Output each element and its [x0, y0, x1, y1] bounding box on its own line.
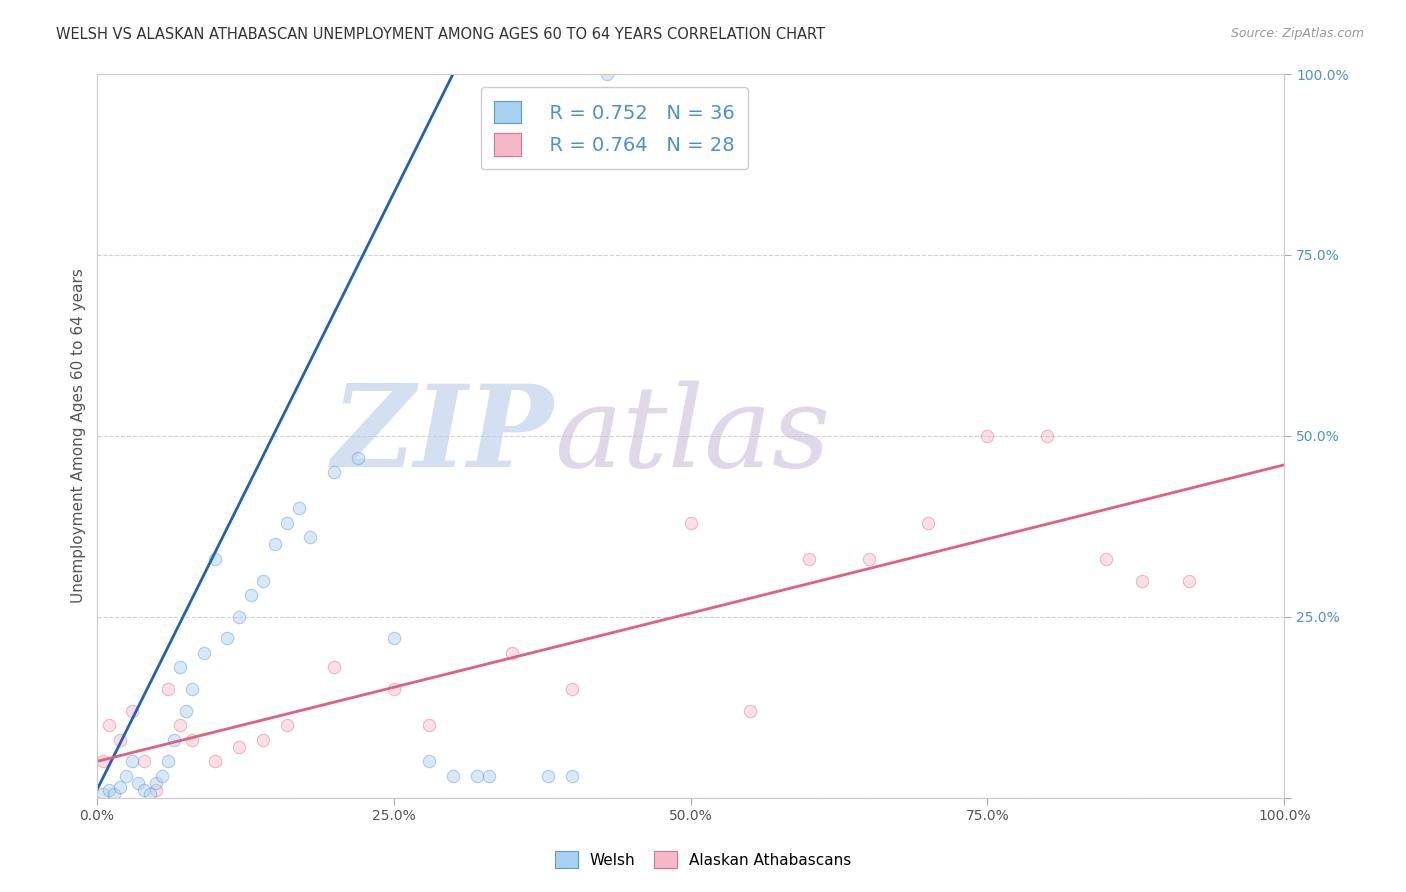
Legend:   R = 0.752   N = 36,   R = 0.764   N = 28: R = 0.752 N = 36, R = 0.764 N = 28 [481, 87, 748, 169]
Point [228, 739, 250, 754]
Point [169, 660, 191, 674]
Point [252, 732, 274, 747]
Point [858, 552, 880, 566]
Point [1095, 552, 1118, 566]
Point [97, 783, 120, 797]
Point [204, 755, 226, 769]
Point [799, 552, 821, 566]
Point [110, 732, 132, 747]
Point [276, 516, 298, 530]
Point [91, 755, 114, 769]
Point [134, 755, 156, 769]
Text: WELSH VS ALASKAN ATHABASCAN UNEMPLOYMENT AMONG AGES 60 TO 64 YEARS CORRELATION C: WELSH VS ALASKAN ATHABASCAN UNEMPLOYMENT… [56, 27, 825, 42]
Point [738, 704, 761, 718]
Point [127, 776, 149, 790]
Point [287, 501, 309, 516]
Point [382, 632, 405, 646]
Point [418, 718, 440, 732]
Point [1036, 429, 1059, 443]
Point [174, 704, 197, 718]
Point [561, 769, 583, 783]
Y-axis label: Unemployment Among Ages 60 to 64 years: Unemployment Among Ages 60 to 64 years [72, 268, 86, 603]
Point [299, 530, 322, 544]
Point [115, 769, 138, 783]
Point [193, 646, 215, 660]
Point [91, 787, 114, 801]
Point [465, 769, 488, 783]
Point [150, 769, 173, 783]
Point [1130, 574, 1153, 588]
Point [418, 755, 440, 769]
Point [180, 682, 202, 697]
Point [382, 682, 405, 697]
Point [139, 787, 162, 801]
Point [537, 769, 560, 783]
Point [1178, 574, 1201, 588]
Point [276, 718, 298, 732]
Point [217, 632, 239, 646]
Point [596, 67, 619, 81]
Point [228, 609, 250, 624]
Point [110, 780, 132, 794]
Point [134, 783, 156, 797]
Point [156, 755, 179, 769]
Point [263, 537, 285, 551]
Point [441, 769, 464, 783]
Point [240, 588, 263, 602]
Point [976, 429, 998, 443]
Point [97, 718, 120, 732]
Point [478, 769, 501, 783]
Point [145, 776, 167, 790]
Point [323, 660, 346, 674]
Point [252, 574, 274, 588]
Point [501, 646, 523, 660]
Point [679, 516, 702, 530]
Point [347, 450, 370, 465]
Point [561, 682, 583, 697]
Point [121, 755, 143, 769]
Point [145, 783, 167, 797]
Point [169, 718, 191, 732]
Text: atlas: atlas [554, 381, 831, 491]
Point [180, 732, 202, 747]
Point [323, 465, 346, 479]
Point [156, 682, 179, 697]
Point [917, 516, 939, 530]
Text: ZIP: ZIP [332, 380, 554, 491]
Legend: Welsh, Alaskan Athabascans: Welsh, Alaskan Athabascans [547, 844, 859, 875]
Point [103, 787, 125, 801]
Text: Source: ZipAtlas.com: Source: ZipAtlas.com [1230, 27, 1364, 40]
Point [163, 732, 186, 747]
Point [204, 552, 226, 566]
Point [121, 704, 143, 718]
